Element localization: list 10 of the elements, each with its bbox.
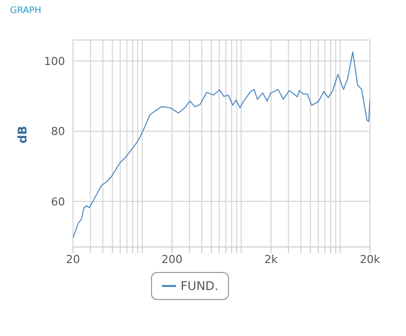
- x-tick-label: 200: [162, 252, 182, 266]
- y-axis-title: dB: [15, 126, 30, 144]
- x-tick-label: 20k: [360, 252, 381, 266]
- legend-label: FUND.: [180, 279, 218, 293]
- chart-title: GRAPH: [10, 6, 42, 16]
- x-tick-label: 2k: [264, 252, 278, 266]
- x-tick-label: 20: [66, 252, 80, 266]
- y-tick-label: 80: [51, 125, 65, 138]
- y-tick-label: 60: [51, 195, 65, 208]
- y-tick-label: 100: [44, 54, 65, 68]
